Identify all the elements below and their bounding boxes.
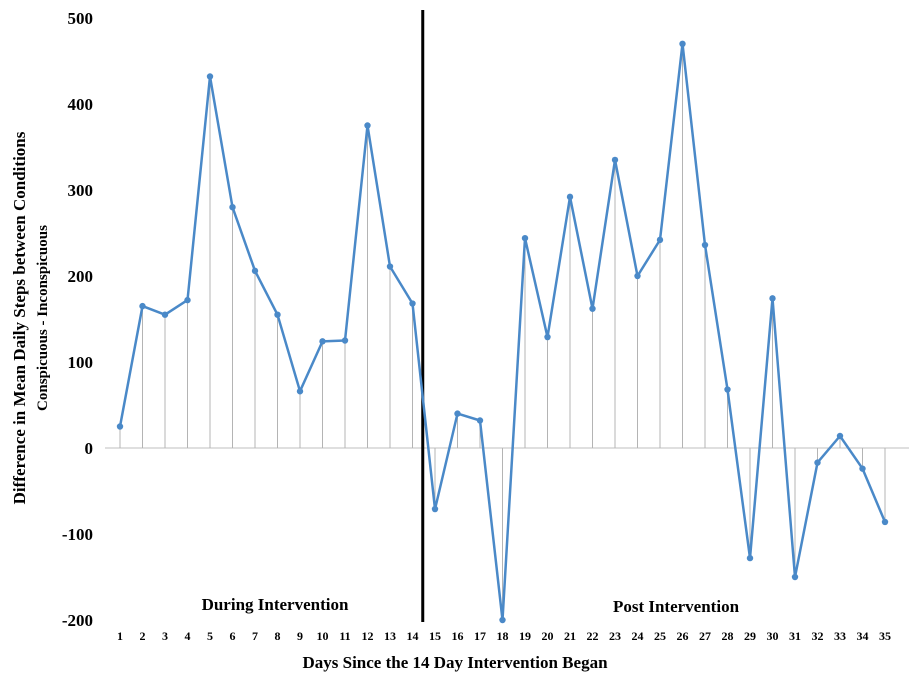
data-point [364, 122, 371, 129]
data-point [206, 73, 214, 80]
x-tick-label: 1 [117, 629, 123, 643]
region-label-during: During Intervention [202, 595, 349, 614]
drop-lines-layer [119, 43, 886, 620]
data-point [701, 241, 709, 249]
y-axis-subtitle: Conspicuous - Inconspicuous [35, 225, 51, 411]
x-tick-label: 6 [230, 629, 236, 643]
x-tick-label: 32 [812, 629, 824, 643]
y-tick-label: -200 [62, 611, 93, 630]
data-point [454, 410, 461, 417]
x-tick-label: 27 [699, 629, 711, 643]
data-point [836, 432, 844, 440]
x-tick-label: 10 [317, 629, 329, 643]
region-label-post: Post Intervention [613, 597, 740, 616]
data-point [656, 236, 664, 244]
x-axis-title: Days Since the 14 Day Intervention Began [302, 653, 608, 672]
x-tick-label: 12 [362, 629, 374, 643]
y-tick-label: 500 [68, 9, 94, 28]
data-point [611, 156, 619, 164]
x-tick-label: 22 [587, 629, 599, 643]
data-point [566, 193, 574, 201]
data-point [791, 573, 799, 581]
data-point [184, 296, 191, 304]
x-tick-label: 17 [474, 629, 486, 643]
x-tick-label: 13 [384, 629, 396, 643]
points-layer [116, 40, 889, 624]
x-tick-label: 18 [497, 629, 509, 643]
x-tick-label: 21 [564, 629, 576, 643]
data-point [319, 338, 326, 345]
y-tick-label: 400 [68, 95, 94, 114]
data-point [431, 505, 439, 513]
x-tick-label: 30 [767, 629, 779, 643]
y-tick-label: 300 [68, 181, 94, 200]
x-tick-label: 23 [609, 629, 621, 643]
x-tick-label: 16 [452, 629, 464, 643]
data-point [634, 272, 641, 280]
x-tick-label: 19 [519, 629, 531, 643]
y-tick-label: -100 [62, 525, 93, 544]
x-tick-label: 4 [185, 629, 191, 643]
data-point [274, 311, 281, 318]
x-tick-label: 35 [879, 629, 891, 643]
data-point [386, 263, 394, 270]
data-point [229, 204, 236, 211]
data-point [814, 459, 821, 466]
x-tick-label: 26 [677, 629, 689, 643]
x-tick-label: 5 [207, 629, 213, 643]
x-tick-label: 28 [722, 629, 734, 643]
data-point [859, 465, 866, 472]
data-point [409, 300, 416, 307]
data-point [769, 295, 776, 302]
data-point [521, 234, 529, 242]
data-point [544, 333, 551, 341]
y-axis-title: Difference in Mean Daily Steps between C… [10, 131, 29, 504]
x-tick-label: 33 [834, 629, 846, 643]
y-tick-label: 0 [85, 439, 94, 458]
data-point [476, 417, 484, 424]
data-point [724, 386, 731, 393]
x-tick-label: 14 [407, 629, 419, 643]
data-point [296, 388, 304, 395]
x-tick-label: 7 [252, 629, 258, 643]
x-tick-label: 29 [744, 629, 756, 643]
data-point [139, 302, 146, 310]
data-point [161, 311, 169, 318]
x-tick-label: 25 [654, 629, 666, 643]
x-tick-label: 31 [789, 629, 801, 643]
data-point [679, 40, 686, 47]
data-point [881, 518, 889, 526]
x-tick-label: 3 [162, 629, 168, 643]
x-tick-label: 11 [339, 629, 350, 643]
data-point [116, 423, 124, 430]
x-tick-label: 15 [429, 629, 441, 643]
y-tick-labels: -200 -100 0 100 200 300 400 500 [62, 9, 93, 630]
data-point [341, 337, 349, 344]
y-tick-label: 200 [68, 267, 94, 286]
x-tick-label: 34 [857, 629, 869, 643]
y-tick-label: 100 [68, 353, 94, 372]
data-point [499, 616, 506, 624]
x-tick-label: 2 [140, 629, 146, 643]
data-point [746, 554, 754, 562]
x-tick-label: 20 [542, 629, 554, 643]
data-point [589, 305, 596, 312]
x-tick-label: 8 [275, 629, 281, 643]
x-tick-label: 9 [297, 629, 303, 643]
x-tick-label: 24 [632, 629, 644, 643]
x-tick-labels: 1 2 3 4 5 6 7 8 9 10 11 12 13 14 15 16 17 18 19 20 21 22 23 24 2… [117, 629, 891, 643]
data-point [251, 267, 259, 275]
